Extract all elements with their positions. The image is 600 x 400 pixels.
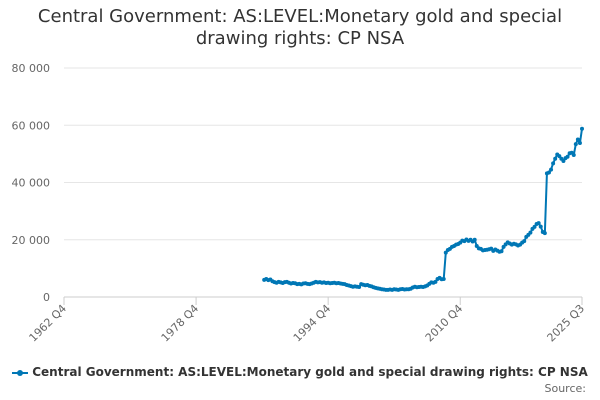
data-point[interactable]	[522, 239, 527, 244]
data-point[interactable]	[441, 276, 446, 281]
x-tick-label: 1978 Q4	[159, 302, 202, 345]
data-point[interactable]	[553, 156, 558, 161]
legend-label: Central Government: AS:LEVEL:Monetary go…	[32, 365, 588, 379]
chart-title-line-2: drawing rights: CP NSA	[195, 28, 405, 49]
gridlines	[64, 67, 582, 298]
data-point[interactable]	[571, 153, 576, 158]
data-point[interactable]	[551, 161, 556, 166]
x-tick-label: 2025 Q3	[545, 302, 588, 345]
data-point[interactable]	[573, 142, 578, 147]
source-label: Source:	[544, 382, 587, 395]
data-point[interactable]	[546, 170, 551, 175]
data-point[interactable]	[549, 167, 554, 172]
x-tick-label: 1962 Q4	[27, 302, 70, 345]
series-layer	[262, 126, 584, 292]
y-tick-label: 0	[43, 291, 50, 304]
data-point[interactable]	[528, 230, 533, 235]
data-point[interactable]	[565, 154, 570, 159]
data-point[interactable]	[542, 231, 547, 236]
x-axis: 1962 Q4 1978 Q4 1994 Q4 2010 Q4 2025 Q3	[27, 297, 588, 345]
data-point[interactable]	[577, 141, 582, 145]
chart-title-line-1: Central Government: AS:LEVEL:Monetary go…	[37, 6, 563, 27]
y-tick-label: 20 000	[12, 234, 51, 247]
chart-title: Central Government: AS:LEVEL:Monetary go…	[0, 6, 600, 50]
y-axis: 0 20 000 40 000 60 000 80 000	[12, 62, 51, 304]
legend-swatch	[12, 367, 29, 379]
series-line[interactable]	[263, 128, 583, 291]
y-tick-label: 80 000	[12, 62, 51, 75]
data-point[interactable]	[580, 126, 584, 131]
data-point[interactable]	[575, 137, 580, 142]
data-point[interactable]	[532, 224, 537, 229]
legend[interactable]: Central Government: AS:LEVEL:Monetary go…	[0, 365, 600, 379]
y-tick-label: 60 000	[12, 119, 51, 132]
y-tick-label: 40 000	[12, 177, 51, 190]
data-point[interactable]	[561, 159, 566, 164]
data-point[interactable]	[357, 284, 362, 289]
data-point[interactable]	[536, 221, 541, 226]
data-point[interactable]	[538, 224, 543, 229]
data-point[interactable]	[499, 249, 504, 254]
data-point[interactable]	[472, 237, 477, 242]
data-point[interactable]	[433, 279, 438, 284]
x-tick-label: 1994 Q4	[291, 302, 334, 345]
x-tick-label: 2010 Q4	[423, 302, 466, 345]
